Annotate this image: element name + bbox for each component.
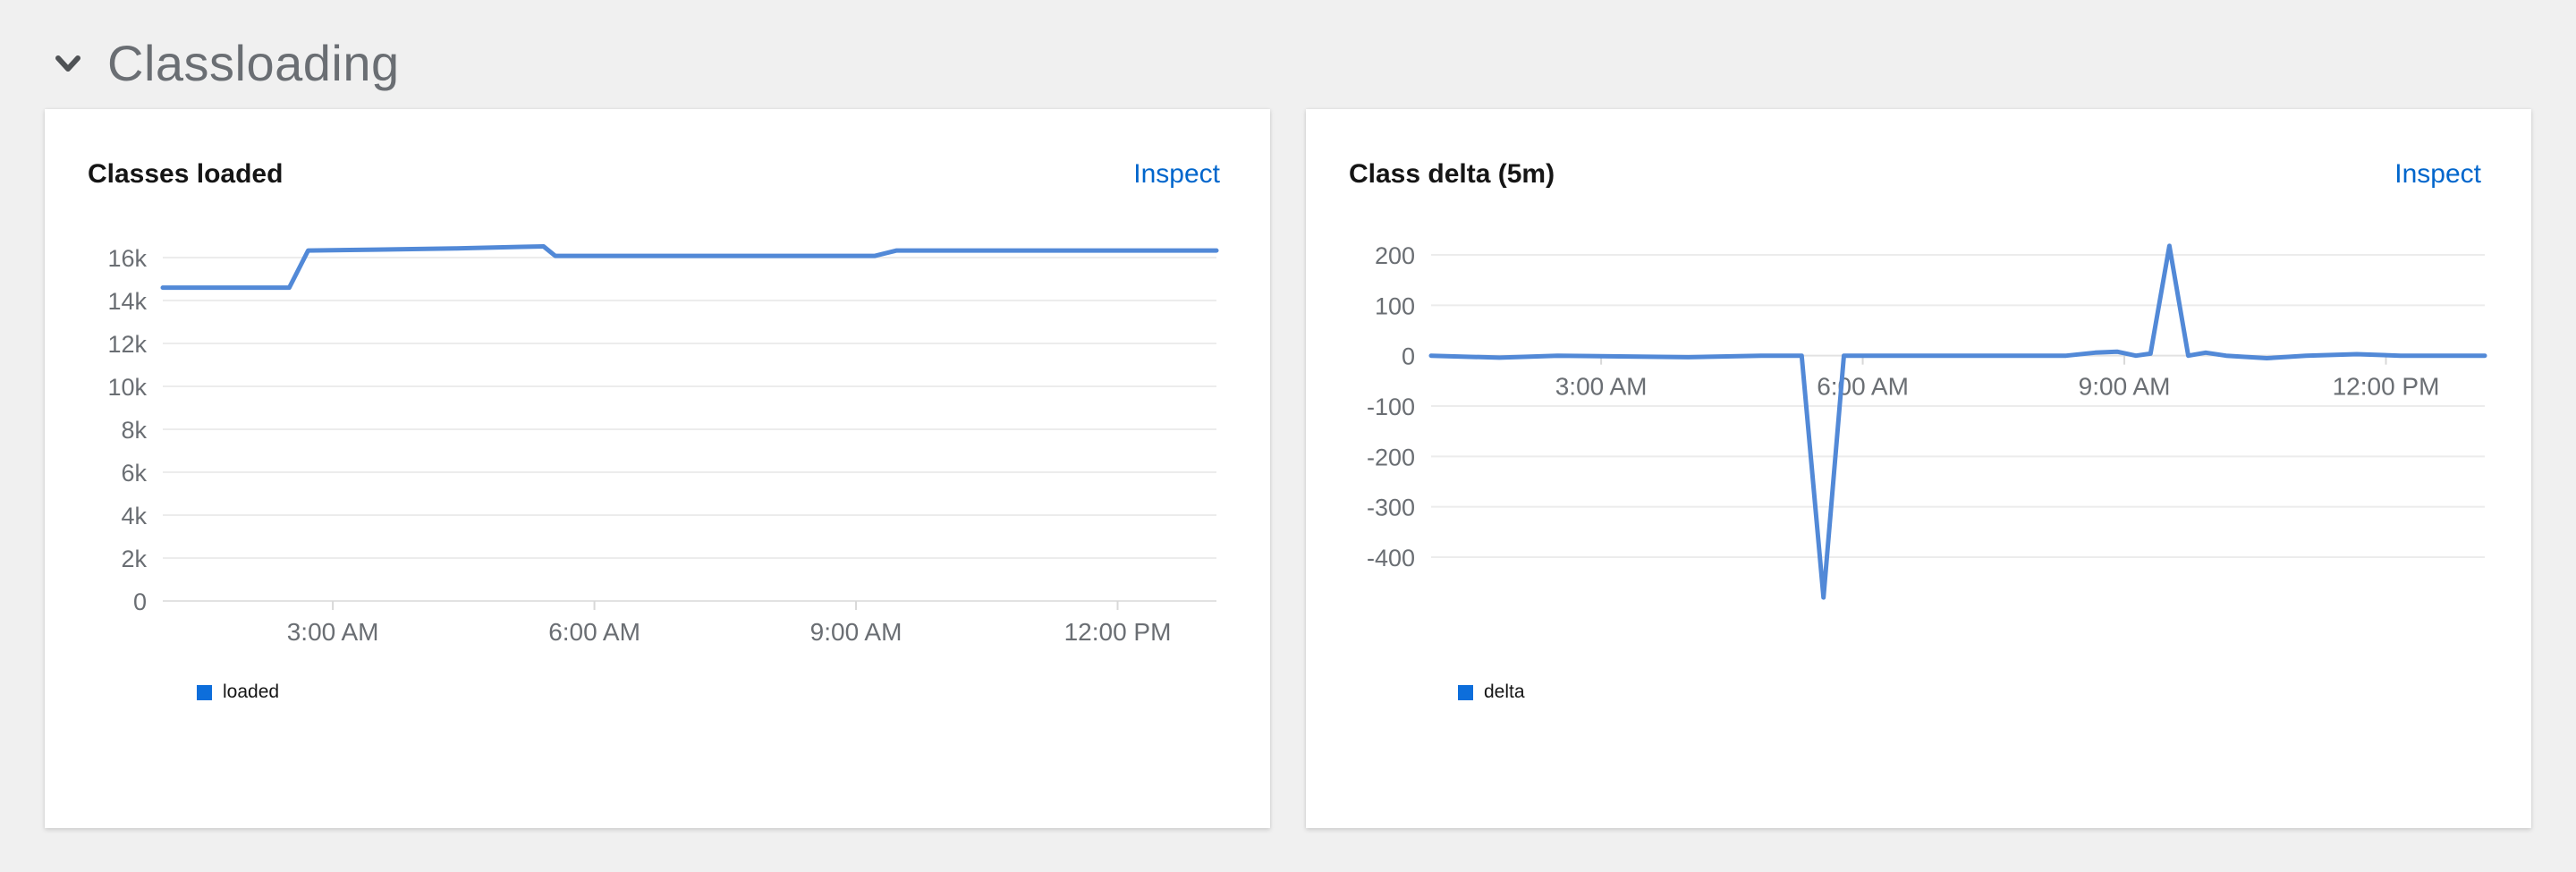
inspect-link[interactable]: Inspect <box>1133 159 1220 189</box>
chart-cards-row: Classes loaded Inspect 16k 14k 12k 10k 8k 6k 4… <box>45 109 2531 828</box>
svg-text:0: 0 <box>1402 343 1415 370</box>
section-header: Classloading <box>52 34 400 92</box>
chevron-down-glyph <box>55 55 80 72</box>
legend-label: delta <box>1484 682 1525 702</box>
svg-text:10k: 10k <box>107 374 147 401</box>
svg-text:6:00 AM: 6:00 AM <box>1817 373 1909 401</box>
legend-label: loaded <box>223 682 280 702</box>
chevron-down-icon[interactable] <box>52 50 84 77</box>
svg-text:16k: 16k <box>107 245 147 272</box>
svg-text:-100: -100 <box>1367 394 1415 420</box>
chart-title: Class delta (5m) <box>1349 159 1555 189</box>
legend-swatch-icon <box>197 684 212 700</box>
class-delta-card: Class delta (5m) Inspect 200 100 0 -100 -200… <box>1306 109 2531 828</box>
svg-text:100: 100 <box>1375 292 1415 319</box>
svg-text:-200: -200 <box>1367 444 1415 470</box>
svg-text:12k: 12k <box>107 331 147 358</box>
svg-text:-300: -300 <box>1367 495 1415 521</box>
svg-text:3:00 AM: 3:00 AM <box>287 618 379 646</box>
svg-text:4k: 4k <box>121 503 147 529</box>
chart-title: Classes loaded <box>88 159 284 189</box>
svg-text:12:00 PM: 12:00 PM <box>1064 618 1172 646</box>
svg-text:3:00 AM: 3:00 AM <box>1555 373 1648 401</box>
chart-legend: loaded <box>197 682 279 703</box>
inspect-link[interactable]: Inspect <box>2394 159 2481 189</box>
class-delta-line-chart: 200 100 0 -100 -200 -300 -400 3:00 AM 6:00 AM 9:0… <box>1367 242 2487 600</box>
svg-text:12:00 PM: 12:00 PM <box>2333 373 2440 401</box>
svg-text:9:00 AM: 9:00 AM <box>810 618 902 646</box>
svg-text:2k: 2k <box>121 546 147 572</box>
classes-loaded-card: Classes loaded Inspect 16k 14k 12k 10k 8k 6k 4… <box>45 109 1270 828</box>
svg-text:6k: 6k <box>121 460 147 487</box>
svg-text:9:00 AM: 9:00 AM <box>2079 373 2171 401</box>
section-title: Classloading <box>107 35 400 91</box>
svg-text:6:00 AM: 6:00 AM <box>548 618 640 646</box>
card-header: Class delta (5m) Inspect <box>1306 109 2531 190</box>
svg-text:200: 200 <box>1375 242 1415 269</box>
classes-loaded-line-chart: 16k 14k 12k 10k 8k 6k 4k 2k 0 3:00 AM 6:00 AM 9:00 … <box>107 244 1219 646</box>
legend-swatch-icon <box>1458 684 1473 700</box>
svg-text:8k: 8k <box>121 417 147 444</box>
svg-text:14k: 14k <box>107 288 147 315</box>
chart-legend: delta <box>1458 682 1525 703</box>
card-header: Classes loaded Inspect <box>45 109 1270 190</box>
svg-text:-400: -400 <box>1367 545 1415 571</box>
svg-text:0: 0 <box>133 588 147 615</box>
